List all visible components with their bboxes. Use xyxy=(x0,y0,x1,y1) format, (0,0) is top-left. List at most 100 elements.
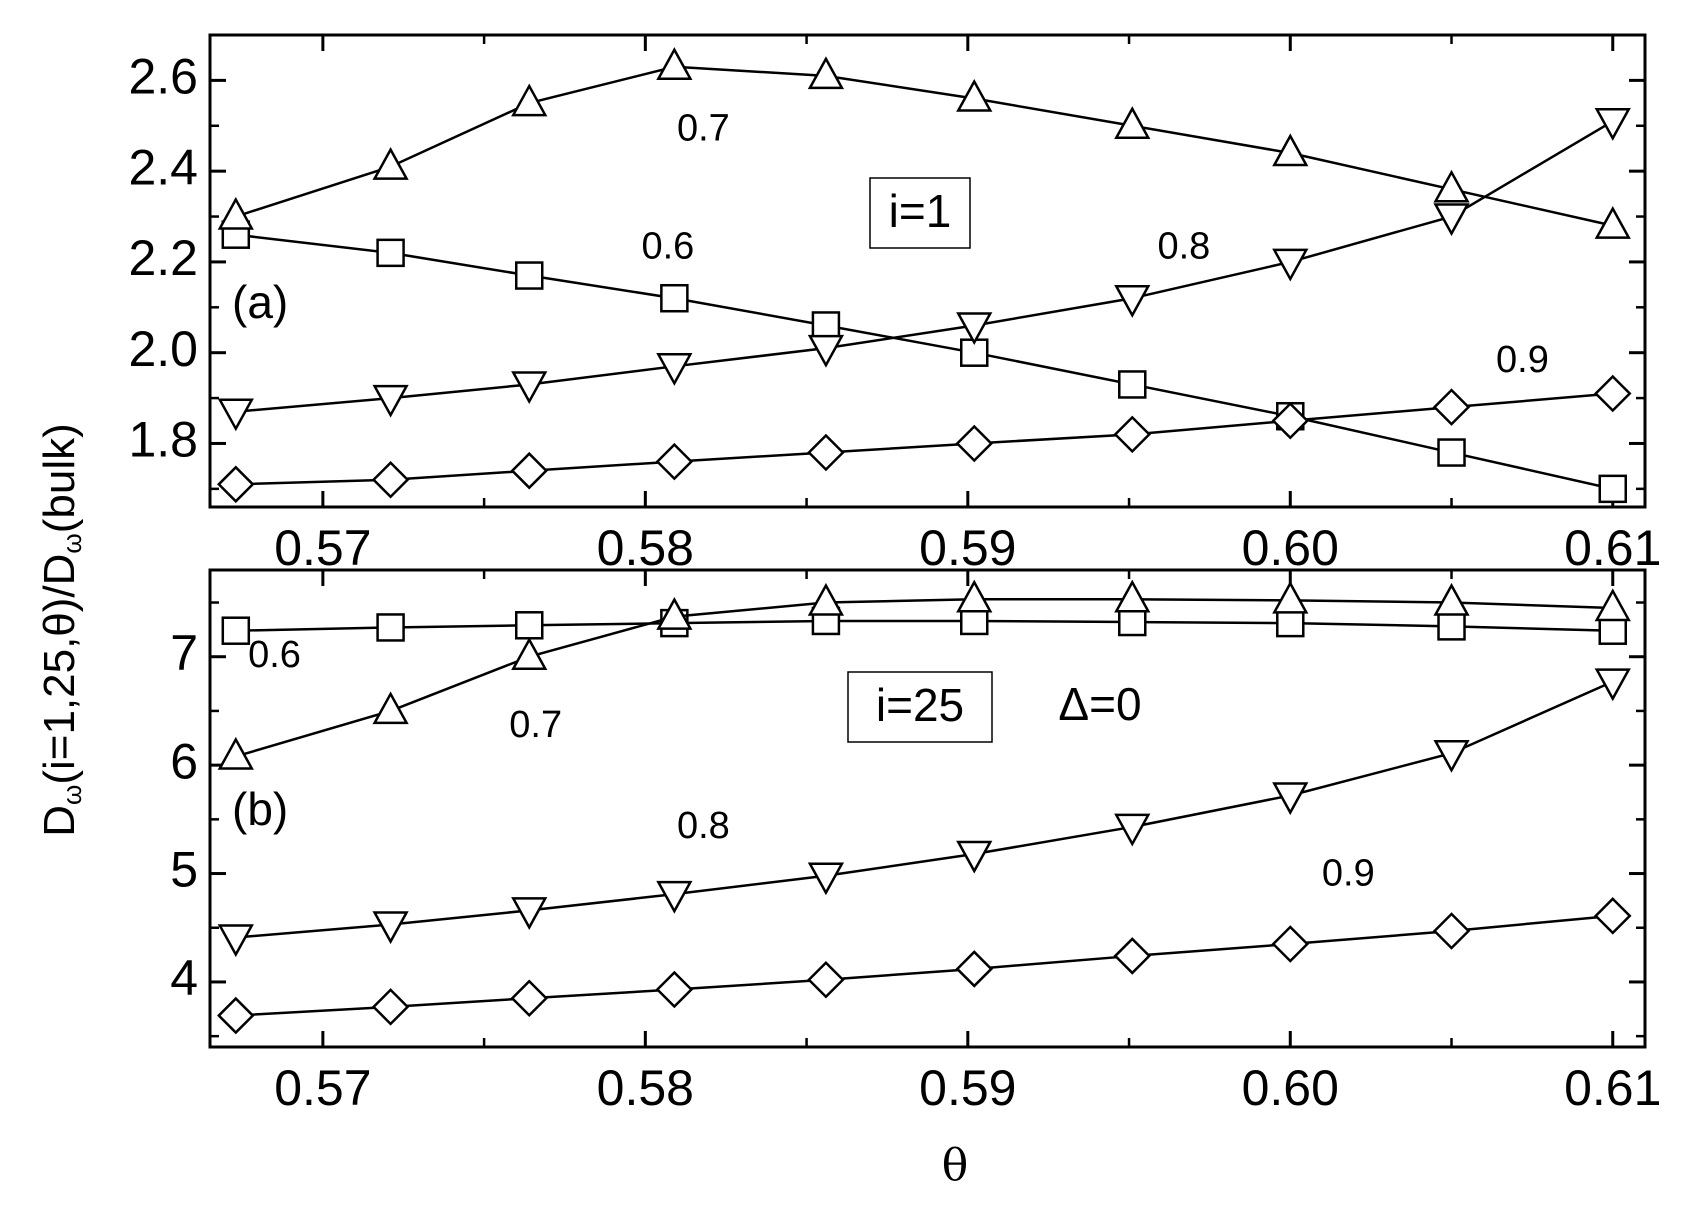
triangle-down-marker xyxy=(372,384,409,418)
x-tick-label: 0.61 xyxy=(1564,1060,1661,1116)
panel-label: (b) xyxy=(232,783,288,835)
diamond-marker xyxy=(807,433,845,472)
diamond-marker xyxy=(217,996,255,1035)
square-marker xyxy=(514,261,544,290)
y-tick-label: 6 xyxy=(170,733,198,789)
plot-frame xyxy=(208,568,1647,1049)
series-line-0.9 xyxy=(235,392,1613,486)
x-tick-label: 0.58 xyxy=(597,520,694,576)
series-line-0.9 xyxy=(235,914,1613,1017)
square-marker xyxy=(1118,607,1147,637)
series-annotation: 0.7 xyxy=(677,107,730,149)
y-tick-label: 1.8 xyxy=(128,412,198,468)
x-tick-label: 0.60 xyxy=(1242,1060,1339,1116)
square-marker xyxy=(1437,612,1466,641)
diamond-marker xyxy=(1593,374,1632,413)
series-annotation: 0.8 xyxy=(1157,225,1210,267)
square-marker xyxy=(514,611,544,640)
series-annotation: 0.6 xyxy=(248,634,301,676)
triangle-down-marker xyxy=(656,353,693,386)
square-marker xyxy=(1276,608,1305,638)
series-annotation: 0.7 xyxy=(509,704,562,746)
square-marker xyxy=(811,311,841,340)
triangle-down-marker xyxy=(656,880,693,914)
triangle-up-marker xyxy=(372,691,409,725)
triangle-down-marker xyxy=(511,371,548,405)
triangle-up-marker xyxy=(217,196,254,230)
diamond-marker xyxy=(1432,912,1471,950)
triangle-up-marker xyxy=(1114,106,1151,140)
square-marker xyxy=(1598,616,1628,645)
triangle-up-marker xyxy=(956,78,993,112)
triangle-up-marker xyxy=(656,597,693,630)
square-marker xyxy=(1437,438,1466,467)
svg-text:Dω(i=1,25,θ)/Dω(bulk): Dω(i=1,25,θ)/Dω(bulk) xyxy=(35,423,87,837)
square-marker xyxy=(376,238,405,268)
triangle-down-marker xyxy=(807,334,845,368)
triangle-down-marker xyxy=(1272,248,1309,282)
triangle-down-marker xyxy=(1433,203,1470,237)
y-axis-label: Dω(i=1,25,θ)/Dω(bulk) xyxy=(35,423,87,837)
diamond-marker xyxy=(1432,388,1471,426)
y-tick-label: 2.0 xyxy=(128,321,198,377)
y-tick-label: 4 xyxy=(170,950,198,1006)
boxed-label-frame xyxy=(869,177,971,249)
diamond-marker xyxy=(371,461,410,499)
delta-label: Δ=0 xyxy=(1058,678,1141,730)
diamond-marker xyxy=(510,979,549,1017)
triangle-up-marker xyxy=(1594,206,1631,239)
series-annotation: 0.8 xyxy=(677,805,730,847)
triangle-up-marker xyxy=(1433,582,1470,616)
series-line-0.7 xyxy=(235,65,1614,227)
triangle-up-marker xyxy=(217,736,254,770)
triangle-up-marker xyxy=(807,56,845,90)
y-tick-label: 2.2 xyxy=(128,230,198,286)
triangle-down-marker xyxy=(511,897,548,930)
series-annotation: 0.9 xyxy=(1322,853,1375,895)
triangle-down-marker xyxy=(1594,107,1631,141)
diamond-marker xyxy=(217,465,255,504)
triangle-down-marker xyxy=(956,840,993,874)
triangle-up-marker xyxy=(1272,580,1309,614)
square-marker xyxy=(660,283,689,313)
triangle-down-marker xyxy=(807,862,845,896)
y-tick-label: 2.4 xyxy=(128,139,198,195)
diamond-marker xyxy=(655,442,694,481)
boxed-label: i=25 xyxy=(876,679,964,731)
x-tick-label: 0.57 xyxy=(274,520,371,576)
triangle-up-marker xyxy=(511,637,548,670)
triangle-down-marker xyxy=(217,398,254,432)
triangle-up-marker xyxy=(511,83,548,117)
triangle-up-marker xyxy=(1272,133,1309,167)
diamond-marker xyxy=(1113,415,1152,454)
diamond-marker xyxy=(371,988,410,1026)
series-line-0.7 xyxy=(235,598,1613,758)
series-annotation: 0.9 xyxy=(1496,339,1549,381)
diamond-marker xyxy=(807,961,845,999)
square-marker xyxy=(1598,474,1628,504)
panel-a: 0.57 0.58 0.59 0.60 0.61 1.8 2.0 2.2 2.4 2.6 0.7 0.… xyxy=(128,33,1661,576)
triangle-down-marker xyxy=(217,924,254,958)
y-tick-label: 5 xyxy=(170,842,198,898)
triangle-down-marker xyxy=(956,312,993,346)
triangle-up-marker xyxy=(956,579,993,613)
diamond-marker xyxy=(1113,937,1152,975)
triangle-down-marker xyxy=(1114,284,1151,318)
series-line-0.6 xyxy=(235,619,1613,632)
diamond-marker xyxy=(1593,897,1632,935)
triangle-down-marker xyxy=(1433,739,1470,773)
diamond-marker xyxy=(955,424,994,463)
panel-b: 0.57 0.58 0.59 0.60 0.61 4 5 6 7 0.6 0.7 0.8 0.9 (b) i… xyxy=(170,568,1661,1116)
boxed-label: i=1 xyxy=(889,185,952,237)
square-marker xyxy=(376,613,405,642)
x-tick-label: 0.61 xyxy=(1564,520,1661,576)
diamond-marker xyxy=(655,970,694,1009)
triangle-up-marker xyxy=(1594,588,1631,622)
diamond-marker xyxy=(1271,402,1310,440)
x-tick-label: 0.60 xyxy=(1242,520,1339,576)
x-tick-label: 0.59 xyxy=(919,1060,1016,1116)
triangle-down-marker xyxy=(372,911,409,945)
diamond-marker xyxy=(955,950,994,988)
square-marker xyxy=(221,616,251,645)
